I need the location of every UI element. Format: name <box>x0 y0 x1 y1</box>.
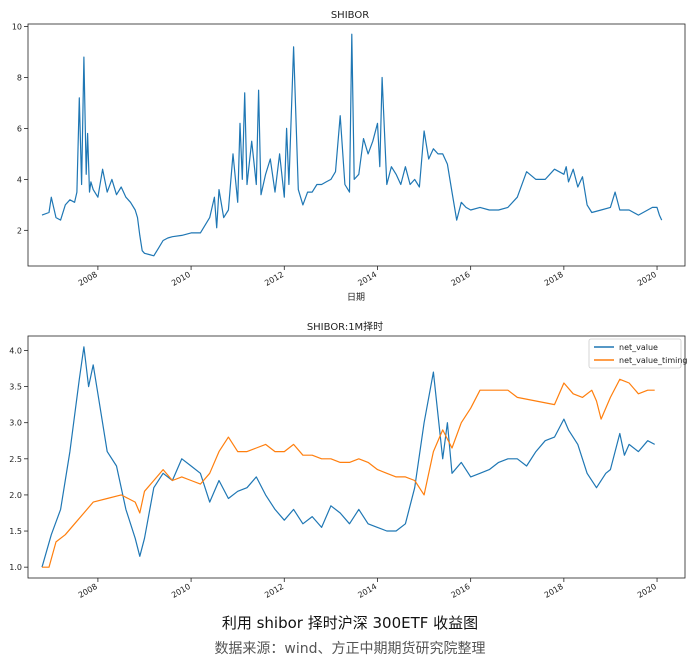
shibor-xtick-label: 2008 <box>77 270 99 288</box>
timing-series-net-value-timing <box>42 378 655 568</box>
shibor-xtick-label: 2018 <box>543 270 565 288</box>
shibor-ytick-label: 4 <box>17 175 22 184</box>
timing-legend: net_value net_value_timing <box>588 338 688 369</box>
timing-y-axis: 1.0 1.5 2.0 2.5 3.0 3.5 4.0 <box>9 346 28 572</box>
timing-x-axis: 2008 2010 2012 2014 2016 2018 2020 <box>77 578 658 600</box>
timing-xtick-label: 2014 <box>356 582 378 600</box>
shibor-ytick-label: 8 <box>17 73 22 82</box>
shibor-ytick-label: 6 <box>17 124 22 133</box>
timing-chart-frame <box>27 335 686 579</box>
timing-ytick-label: 1.5 <box>9 527 22 536</box>
timing-ytick-label: 2.0 <box>9 491 22 500</box>
timing-plot-area <box>41 346 655 568</box>
shibor-x-axis-label: 日期 <box>347 292 365 303</box>
timing-ytick-label: 2.5 <box>9 455 22 464</box>
shibor-chart-title: SHIBOR <box>331 10 369 21</box>
timing-xtick-label: 2008 <box>77 582 99 600</box>
shibor-plot-area <box>41 33 663 257</box>
timing-xtick-label: 2012 <box>263 582 285 600</box>
shibor-series-SHIBOR <box>41 33 663 257</box>
shibor-xtick-label: 2016 <box>450 270 472 288</box>
timing-xtick-label: 2016 <box>450 582 472 600</box>
timing-chart-title: SHIBOR:1M择时 <box>307 320 383 333</box>
legend-net-value-label: net_value <box>619 343 658 352</box>
shibor-xtick-label: 2010 <box>170 270 192 288</box>
timing-ytick-label: 1.0 <box>9 563 22 572</box>
timing-xtick-label: 2018 <box>543 582 565 600</box>
shibor-xtick-label: 2012 <box>263 270 285 288</box>
shibor-ytick-label: 10 <box>12 23 22 32</box>
timing-ytick-label: 3.5 <box>9 383 22 392</box>
timing-ytick-label: 3.0 <box>9 419 22 428</box>
figure-caption: 利用 shibor 择时沪深 300ETF 收益图 <box>221 614 479 632</box>
shibor-chart-frame <box>27 23 686 267</box>
timing-ytick-label: 4.0 <box>9 346 22 355</box>
timing-series-net-value <box>41 346 655 568</box>
figure-source: 数据来源：wind、方正中期期货研究院整理 <box>214 641 486 657</box>
shibor-x-axis: 2008 2010 2012 2014 2016 2018 2020 <box>77 266 658 288</box>
timing-xtick-label: 2020 <box>636 582 658 600</box>
legend-net-value-timing-label: net_value_timing <box>619 356 688 365</box>
shibor-y-axis: 2 4 6 8 10 <box>12 23 28 235</box>
shibor-ytick-label: 2 <box>17 226 22 235</box>
shibor-xtick-label: 2020 <box>636 270 658 288</box>
shibor-xtick-label: 2014 <box>356 270 378 288</box>
timing-xtick-label: 2010 <box>170 582 192 600</box>
timing-chart: SHIBOR:1M择时 1.01.52.02.53.03.54.0 2008 20… <box>9 320 687 600</box>
